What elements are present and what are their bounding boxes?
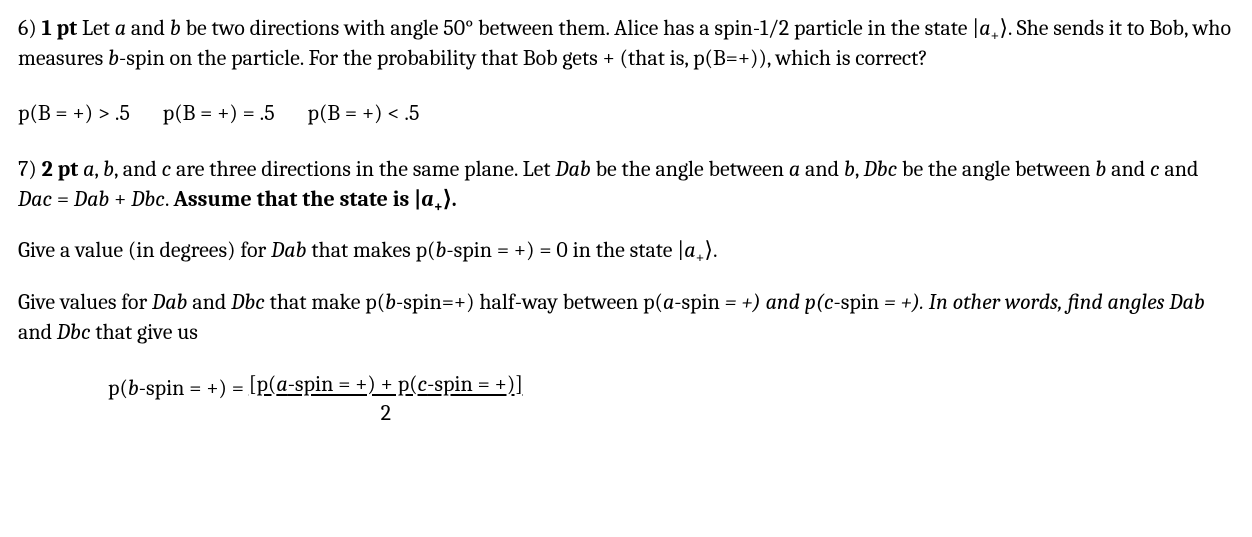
q7-equation: p(b-spin = +) = [p(a-spin = +) + p(c-spi… bbox=[108, 360, 1234, 419]
q7-var-c2: c bbox=[1150, 156, 1160, 182]
q7-assume-sub: + bbox=[434, 197, 443, 215]
q7-text-2: be the angle between bbox=[591, 156, 789, 182]
question-7: 7) 2 pt a, b, and c are three directions… bbox=[18, 155, 1234, 214]
q7-text-5: be the angle between bbox=[897, 156, 1095, 182]
q7-assume-end: ⟩. bbox=[443, 186, 457, 212]
q6-state-sub: + bbox=[991, 26, 1000, 44]
q7-var-b3: b bbox=[1095, 156, 1106, 182]
q7-text-4: , bbox=[855, 156, 864, 182]
q7s2-t4: -spin=+) half-way between p( bbox=[396, 289, 663, 315]
q7s2-c: c bbox=[824, 289, 834, 315]
q6-number: 6) bbox=[18, 15, 37, 41]
q7s2-t9: and bbox=[18, 319, 57, 345]
q7-text-9: + bbox=[109, 186, 131, 212]
eq-num3: -spin = +)] bbox=[427, 371, 523, 397]
q7s2-t10: that give us bbox=[91, 319, 198, 345]
q7s1-t2: that makes p( bbox=[307, 237, 436, 263]
q7s2-t3: that make p( bbox=[265, 289, 385, 315]
q7s1-t4: ⟩. bbox=[704, 237, 717, 263]
q7-Dbc2: Dbc bbox=[131, 186, 165, 212]
q7-Dac: Dac bbox=[18, 186, 52, 212]
eq-c: c bbox=[418, 371, 428, 397]
q7-var-b: b bbox=[103, 156, 114, 182]
q7-text-1: are three directions in the same plane. … bbox=[171, 156, 555, 182]
q7s2-Dbc: Dbc bbox=[231, 289, 265, 315]
q6-option-2: p(B = +) = .5 bbox=[163, 99, 275, 129]
q7s2-a: a bbox=[663, 289, 674, 315]
q7-Dab: Dab bbox=[555, 156, 590, 182]
q7-assume-text: Assume that the state is | bbox=[174, 186, 422, 212]
q6-text-3: be two directions with angle 50° between… bbox=[181, 15, 979, 41]
q7-number: 7) bbox=[18, 156, 37, 182]
q7s2-t5: -spin bbox=[674, 289, 720, 315]
q6-text-5: -spin on the particle. For the probabili… bbox=[119, 45, 928, 71]
q7s2-Dbc2: Dbc bbox=[57, 319, 91, 345]
q7-Dab2: Dab bbox=[74, 186, 109, 212]
q7-text-8: = bbox=[52, 186, 74, 212]
q6-options: p(B = +) > .5 p(B = +) = .5 p(B = +) < .… bbox=[18, 99, 1234, 129]
q6-option-3: p(B = +) < .5 bbox=[308, 99, 420, 129]
q7s2-Dab2: Dab bbox=[1169, 289, 1204, 315]
q6-var-b: b bbox=[170, 15, 181, 41]
q6-points: 1 pt bbox=[42, 15, 78, 41]
q7s2-t2: and bbox=[187, 289, 231, 315]
q7-points: 2 pt bbox=[42, 156, 79, 182]
q7s2-Dab: Dab bbox=[152, 289, 187, 315]
eq-numerator: [p(a-spin = +) + p(c-spin = +)] bbox=[249, 370, 523, 400]
q7-var-b2: b bbox=[844, 156, 855, 182]
q7s1-Dab: Dab bbox=[271, 237, 306, 263]
q7s1-t3: -spin = +) = 0 in the state | bbox=[446, 237, 684, 263]
q7-text-6: and bbox=[1106, 156, 1150, 182]
q7-Dbc: Dbc bbox=[864, 156, 898, 182]
q7s2-t6: = +) and p( bbox=[720, 289, 824, 315]
q7-comma2: , and bbox=[114, 156, 162, 182]
q7-text-10: . bbox=[165, 186, 174, 212]
eq-lhs1: p( bbox=[108, 374, 128, 400]
q6-text-2: and bbox=[126, 15, 170, 41]
q6-option-1: p(B = +) > .5 bbox=[18, 99, 130, 129]
q7s1-state-a: a bbox=[684, 237, 695, 263]
q7s2-t1: Give values for bbox=[18, 289, 152, 315]
eq-denominator: 2 bbox=[249, 399, 523, 429]
q7s1-b: b bbox=[435, 237, 446, 263]
q7-assume-a: a bbox=[421, 186, 433, 212]
eq-b: b bbox=[128, 374, 139, 400]
q7-subpart-2: Give values for Dab and Dbc that make p(… bbox=[18, 288, 1234, 347]
q7-var-c: c bbox=[162, 156, 172, 182]
q6-var-a: a bbox=[115, 15, 126, 41]
q7-var-a2: a bbox=[789, 156, 800, 182]
q7s2-t8: = +). In other words, find angles bbox=[879, 289, 1169, 315]
q7-comma1: , bbox=[94, 156, 103, 182]
q7-text-7: and bbox=[1160, 156, 1199, 182]
eq-num1: [p( bbox=[249, 371, 277, 397]
eq-num2: -spin = +) + p( bbox=[288, 371, 418, 397]
q6-var-b2: b bbox=[108, 45, 119, 71]
q7-subpart-1: Give a value (in degrees) for Dab that m… bbox=[18, 236, 1234, 266]
q6-text-1: Let bbox=[77, 15, 115, 41]
q7-assume: Assume that the state is |a+⟩. bbox=[174, 186, 457, 212]
q7s2-t7: -spin bbox=[834, 289, 880, 315]
question-6: 6) 1 pt Let a and b be two directions wi… bbox=[18, 14, 1234, 73]
q7-var-a: a bbox=[83, 156, 94, 182]
eq-lhs2: -spin = +) = bbox=[139, 374, 249, 400]
eq-fraction: [p(a-spin = +) + p(c-spin = +)]2 bbox=[249, 370, 523, 429]
q7s1-t1: Give a value (in degrees) for bbox=[18, 237, 271, 263]
q6-state-a: a bbox=[979, 15, 990, 41]
q7-text-3: and bbox=[800, 156, 844, 182]
q7s2-b: b bbox=[385, 289, 396, 315]
eq-a: a bbox=[276, 371, 287, 397]
